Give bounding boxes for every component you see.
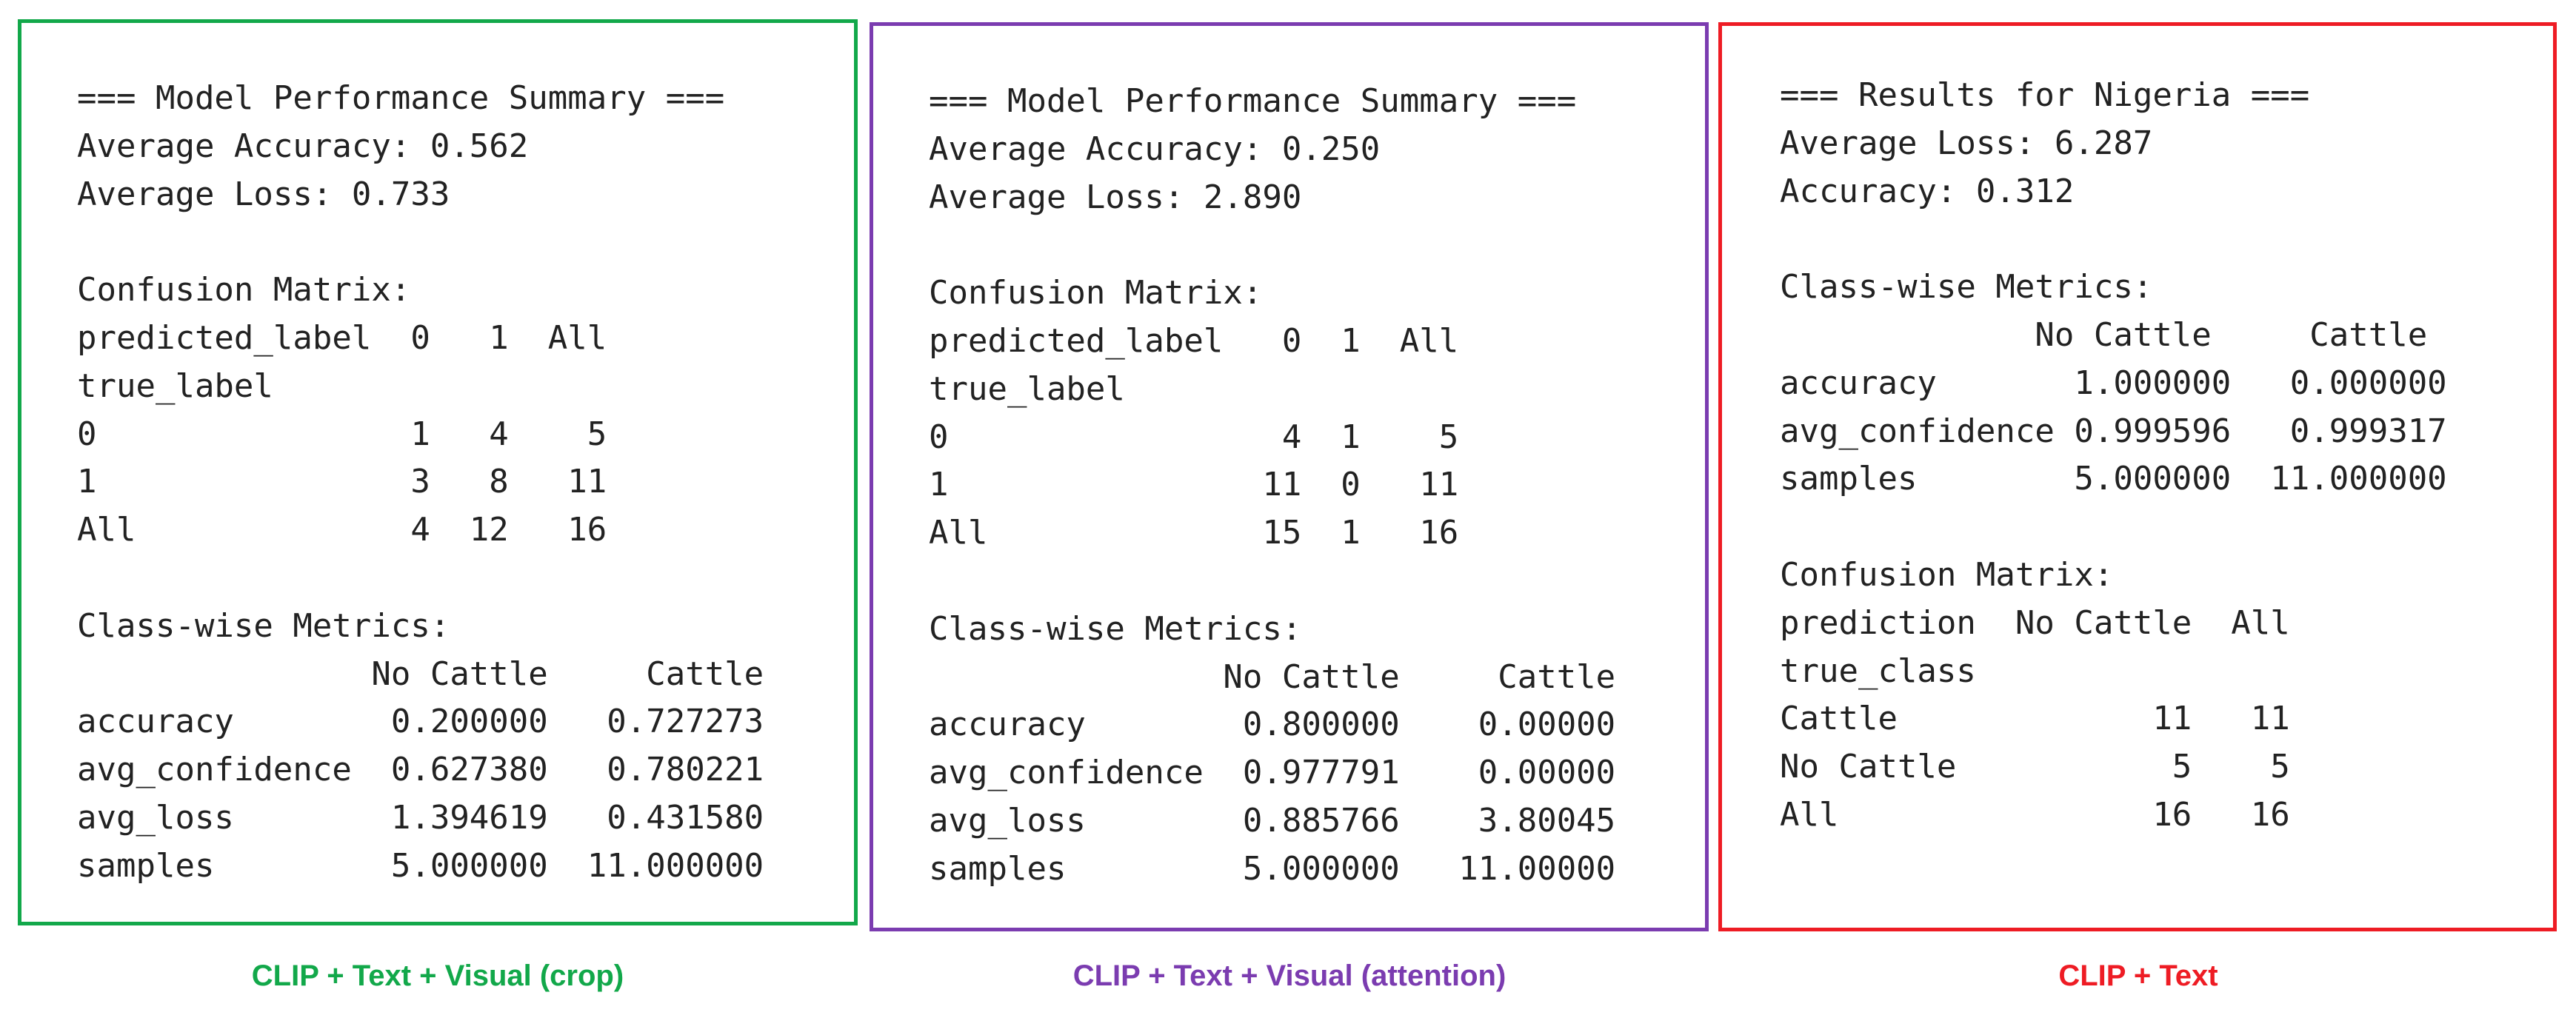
output-line: Class-wise Metrics: — [929, 609, 1302, 648]
output-line: Average Loss: 2.890 — [929, 178, 1302, 216]
output-line: No Cattle Cattle — [1780, 315, 2428, 354]
output-line: All 15 1 16 — [929, 514, 1459, 552]
output-line: accuracy 0.800000 0.00000 — [929, 706, 1616, 744]
output-line: No Cattle Cattle — [77, 654, 764, 693]
output-line: samples 5.000000 11.00000 — [929, 849, 1616, 888]
output-line: Confusion Matrix: — [77, 271, 411, 309]
caption-text: CLIP + Text — [2058, 960, 2218, 992]
output-line: samples 5.000000 11.000000 — [77, 846, 764, 885]
panel-text: === Results for Nigeria === Average Loss… — [1718, 22, 2557, 931]
output-line: No Cattle Cattle — [929, 657, 1616, 696]
output-line: avg_loss 0.885766 3.80045 — [929, 801, 1616, 840]
output-line: true_class — [1780, 652, 1976, 690]
output-line: 1 11 0 11 — [929, 466, 1459, 504]
output-line: Accuracy: 0.312 — [1780, 172, 2075, 210]
output-line: 0 4 1 5 — [929, 418, 1459, 456]
output-line: Class-wise Metrics: — [77, 606, 450, 645]
panel-crop: === Model Performance Summary === Averag… — [18, 19, 858, 925]
output-line: No Cattle 5 5 — [1780, 748, 2290, 786]
output-line: === Model Performance Summary === — [77, 79, 725, 117]
output-line: === Results for Nigeria === — [1780, 76, 2310, 114]
output-line: Average Loss: 6.287 — [1780, 124, 2153, 162]
output-text-crop: === Model Performance Summary === Averag… — [77, 75, 764, 891]
panel-attention: === Model Performance Summary === Averag… — [870, 22, 1709, 931]
output-line: true_label — [77, 366, 273, 405]
output-line: Average Accuracy: 0.562 — [77, 127, 529, 165]
output-line: avg_confidence 0.627380 0.780221 — [77, 751, 764, 789]
output-line: Class-wise Metrics: — [1780, 268, 2153, 307]
caption-attention: CLIP + Text + Visual (attention) — [1072, 960, 1506, 992]
output-line: avg_confidence 0.999596 0.999317 — [1780, 412, 2447, 450]
output-line: predicted_label 0 1 All — [929, 321, 1459, 360]
output-text-nigeria: === Results for Nigeria === Average Loss… — [1780, 72, 2447, 840]
output-line: prediction No Cattle All — [1780, 603, 2290, 642]
output-line: accuracy 1.000000 0.000000 — [1780, 364, 2447, 402]
output-line: Confusion Matrix: — [1780, 555, 2114, 594]
output-line: Cattle 11 11 — [1780, 700, 2290, 738]
output-text-attention: === Model Performance Summary === Averag… — [929, 78, 1615, 894]
caption-crop: CLIP + Text + Visual (crop) — [251, 960, 624, 992]
output-line: Confusion Matrix: — [929, 274, 1263, 312]
output-line: true_label — [929, 369, 1125, 408]
output-line: 1 3 8 11 — [77, 463, 607, 501]
output-line: avg_loss 1.394619 0.431580 — [77, 798, 764, 837]
output-line: accuracy 0.200000 0.727273 — [77, 703, 764, 741]
output-line: avg_confidence 0.977791 0.00000 — [929, 754, 1616, 792]
output-line: samples 5.000000 11.000000 — [1780, 460, 2447, 498]
output-line: Average Loss: 0.733 — [77, 175, 450, 213]
output-line: predicted_label 0 1 All — [77, 318, 607, 357]
output-line: All 16 16 — [1780, 795, 2290, 834]
output-line: Average Accuracy: 0.250 — [929, 130, 1381, 168]
output-line: 0 1 4 5 — [77, 415, 607, 453]
output-line: All 4 12 16 — [77, 511, 607, 549]
output-line: === Model Performance Summary === — [929, 82, 1577, 120]
